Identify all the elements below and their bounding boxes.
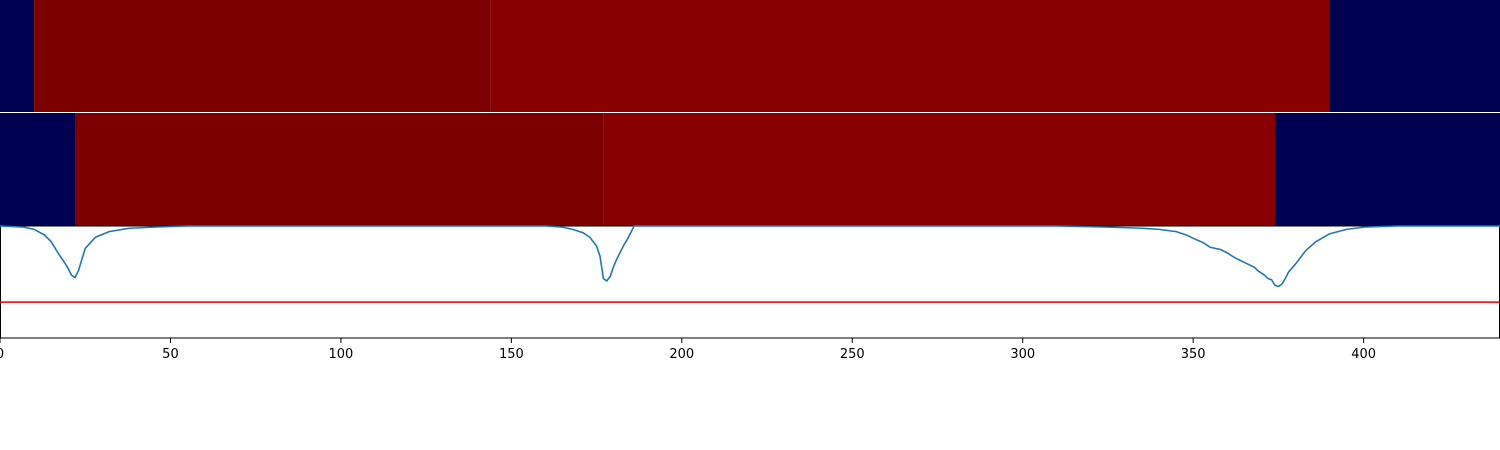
x-tick-label-300: 300 [1010,347,1035,362]
segmentation-band-2 [0,113,1500,226]
band-2-segment-3 [1275,113,1500,226]
band-1-segment-2 [490,0,1330,112]
x-tick-label-400: 400 [1351,347,1376,362]
band-1-segment-1 [34,0,491,112]
band-1-segment-3 [1329,0,1500,112]
signal-series-line [0,225,1500,288]
x-axis: 0 50 100 150 200 250 300 350 400 [0,338,1376,362]
x-tick-label-50: 50 [162,347,179,362]
x-tick-label-200: 200 [669,347,694,362]
band-2-segment-2 [603,113,1275,226]
signal-panel-frame [0,225,1500,339]
segmentation-band-1 [0,0,1500,112]
x-tick-label-250: 250 [840,347,865,362]
signal-panel [0,225,1500,339]
band-2-segment-0 [0,113,75,226]
x-tick-label-150: 150 [499,347,524,362]
x-tick-label-0: 0 [0,347,4,362]
band-1-segment-0 [0,0,35,112]
band-2-segment-1 [75,113,604,226]
x-tick-label-100: 100 [328,347,353,362]
x-tick-label-350: 350 [1181,347,1206,362]
